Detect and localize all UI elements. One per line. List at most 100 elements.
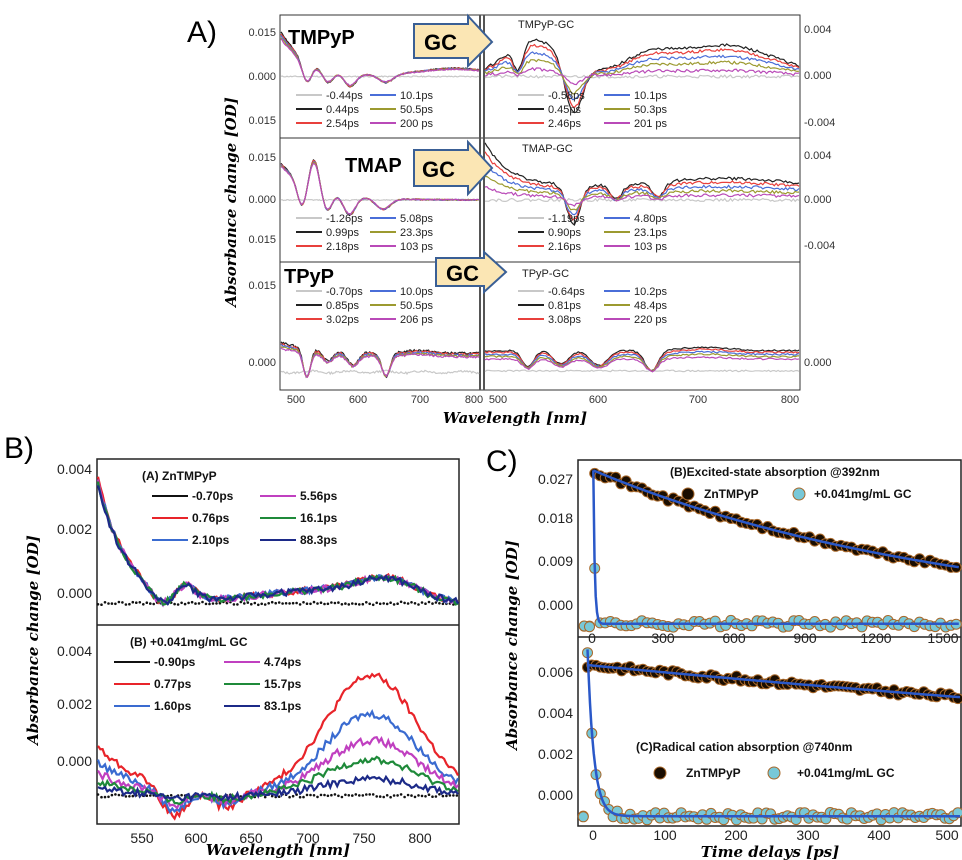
x-tick-label: 600 [184,830,208,846]
data-point [371,603,375,607]
data-point [319,793,323,797]
tmap-gc-spectra [484,142,800,226]
y-tick-label: 0.004 [57,461,92,477]
panel-b-top-legend: -0.70ps 0.76ps 2.10ps 5.56ps 16.1ps 88.3ps [152,489,338,547]
data-point [128,795,131,798]
gc-arrow: GC [413,13,494,69]
data-point [375,601,379,605]
x-tick-label: 700 [689,394,707,406]
data-point [323,793,326,797]
data-point [351,794,354,797]
series-line [280,38,480,87]
data-point [142,603,145,606]
tmpyp-label: TMPyP [288,27,355,49]
series-line [280,75,480,78]
panel-c-bottom-legend: ZnTMPyP +0.041mg/mL GC [653,766,895,780]
legend-label: 0.77ps [154,677,192,691]
data-point [180,793,183,797]
legend-label: 201 ps [634,118,668,130]
panel-b-bottom-title: (B) +0.041mg/mL GC [130,635,248,649]
panel-c-y-axis-label: Absorbance change [OD] [503,540,521,752]
legend-label: +0.041mg/mL GC [814,487,912,501]
y-tick-label: 0.009 [538,553,573,569]
data-point [305,793,309,797]
data-point [326,794,330,798]
data-point [434,601,438,604]
legend-label: 0.99ps [326,227,360,239]
data-point [121,601,124,604]
data-point [135,601,138,604]
legend-label: -0.90ps [154,655,196,669]
legend-label: 0.90ps [548,227,582,239]
data-point [438,793,441,796]
series-line [485,197,800,203]
data-point [204,602,208,606]
series-line [484,74,800,79]
data-point [107,795,110,799]
legend-label: -0.64ps [548,286,585,298]
data-point [107,602,110,605]
x-tick-label: 100 [653,827,677,843]
data-point [337,794,340,798]
data-point [291,601,295,605]
y-tick-label: 0.000 [804,194,832,206]
data-point [396,602,399,605]
data-point [114,793,117,796]
excited-state-kinetics [578,467,962,633]
tpyp-legend: -0.70ps 0.85ps 3.02ps 10.0ps 50.5ps 206 ps [296,286,434,326]
x-tick-label: 500 [287,394,305,406]
znmtmpyp-spectra [96,476,460,608]
data-point [378,795,382,798]
series-line [484,356,800,373]
data-point [288,602,291,605]
x-tick-label: 650 [239,830,263,846]
data-point [344,793,347,797]
data-point [368,602,372,606]
y-tick-label: 0.004 [804,150,832,162]
legend-label: -0.58ps [548,90,585,102]
series-line [484,38,800,114]
tpyp-label: TPyP [284,266,334,288]
legend-marker-znmtmpyp [653,766,667,780]
legend-label: 15.7ps [264,677,302,691]
data-point [260,602,264,606]
legend-label: 50.5ps [400,300,434,312]
data-point [396,794,399,797]
data-point [180,601,183,605]
data-point [176,603,180,606]
legend-label: -0.70ps [192,489,234,503]
y-tick-label: 0.000 [804,70,832,82]
legend-label: 103 ps [634,241,668,253]
x-tick-label: 1200 [860,630,891,646]
data-point [316,795,319,799]
tmpyp-gc-title: TMPyP-GC [518,19,574,31]
gc-arrow-label: GC [424,30,457,55]
data-point [452,794,455,797]
legend-label: 50.5ps [400,104,434,116]
tpyp-gc-spectra [484,346,800,373]
data-point [577,811,589,823]
tpyp-spectra [280,341,480,379]
x-tick-label: 600 [589,394,607,406]
x-tick-label: 400 [867,827,891,843]
legend-label: 206 ps [400,314,434,326]
data-point [340,795,344,799]
data-point [330,793,333,797]
data-point [406,793,410,797]
y-tick-label: 0.015 [248,234,276,246]
y-tick-label: 0.027 [538,471,573,487]
tmpyp-gc-legend: -0.58ps 0.45ps 2.46ps 10.1ps 50.3ps 201 ps [518,90,668,130]
x-tick-label: 750 [352,830,376,846]
series-line [484,350,800,372]
data-point [298,603,302,606]
legend-label: 3.08ps [548,314,582,326]
data-point [403,795,406,799]
legend-marker-gc [767,766,781,780]
data-point [584,621,595,633]
data-point [420,794,424,798]
legend-marker-znmtmpyp [681,487,695,501]
legend-label: 2.16ps [548,241,582,253]
legend-label: 83.1ps [264,699,302,713]
panel-c-bottom-title: (C)Radical cation absorption @740nm [636,740,852,754]
series-line [96,483,459,607]
